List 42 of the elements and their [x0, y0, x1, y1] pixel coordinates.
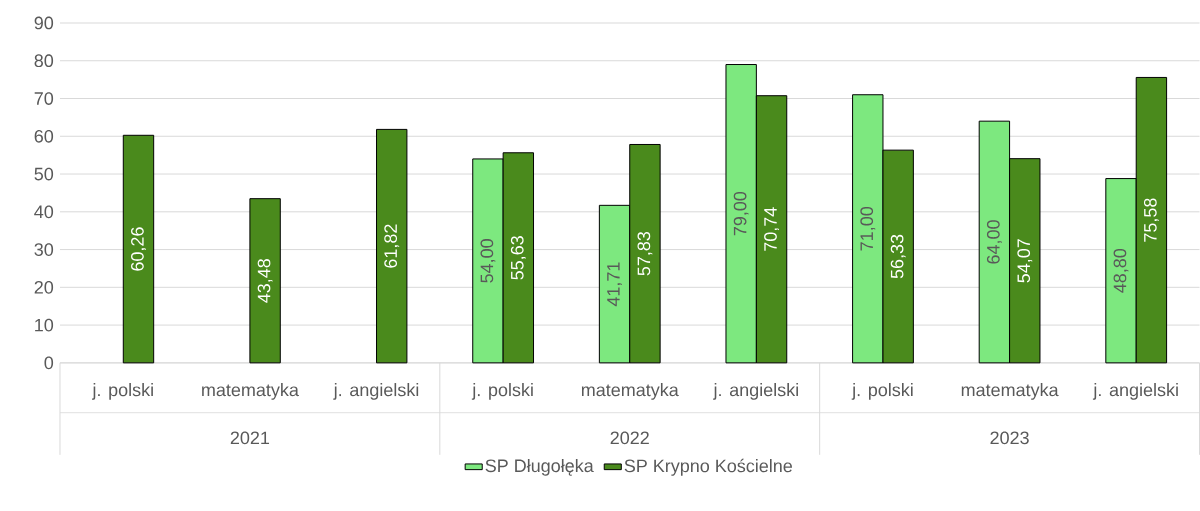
data-label: 64,00	[986, 220, 1002, 264]
legend-label: SP Długołęka	[485, 459, 594, 476]
x-tick-label: j. polski	[851, 383, 913, 400]
x-tick-label: j. angielski	[713, 383, 798, 400]
data-label: 48,80	[1113, 248, 1129, 293]
x-tick-label: j. polski	[471, 383, 533, 400]
bar	[376, 128, 408, 364]
y-tick-label: 80	[34, 54, 54, 68]
y-tick-label: 10	[35, 318, 54, 332]
data-label: 43,48	[257, 259, 273, 303]
data-label: 61,82	[384, 224, 400, 268]
y-tick-label: 40	[34, 205, 54, 219]
y-tick-label: 20	[34, 281, 54, 294]
data-label: 75,58	[1143, 198, 1159, 242]
x-tick-label: matematyka	[202, 383, 299, 400]
data-label: 56,33	[890, 234, 906, 279]
bar	[122, 134, 155, 364]
data-label: 71,00	[860, 207, 876, 251]
data-label: 54,00	[480, 239, 496, 283]
data-label: 70,74	[764, 207, 779, 251]
data-label: 79,00	[733, 191, 749, 236]
data-label: 55,63	[510, 236, 526, 280]
y-tick-label: 90	[34, 16, 54, 30]
data-label: 54,07	[1017, 239, 1033, 283]
data-label: 57,83	[637, 232, 653, 276]
x-tick-label: matematyka	[581, 383, 679, 400]
legend-label: SP Krypno Kościelne	[624, 458, 792, 476]
text: 2021	[230, 431, 270, 445]
y-tick-label: 70	[34, 92, 54, 105]
x-tick-label: j. angielski	[1092, 383, 1178, 400]
y-tick-label: 0	[44, 356, 54, 370]
x-tick-label: matematyka	[961, 383, 1059, 400]
bar	[249, 198, 281, 364]
y-tick-label: 50	[34, 167, 54, 181]
x-tick-label: j. angielski	[333, 383, 419, 400]
text: 2022	[610, 431, 649, 445]
y-tick-label: 30	[34, 243, 54, 257]
text: 2023	[990, 431, 1029, 445]
data-label: 60,26	[131, 227, 146, 271]
x-tick-label: j. polski	[92, 383, 153, 400]
y-tick-label: 60	[34, 129, 54, 143]
data-label: 41,71	[607, 262, 622, 307]
